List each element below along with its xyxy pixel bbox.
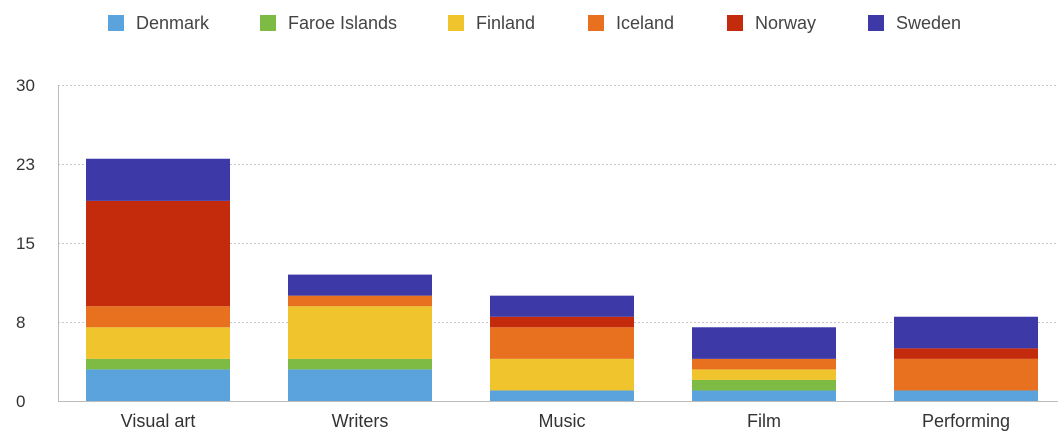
- bar-music-finland[interactable]: [490, 358, 634, 391]
- bar-performing-denmark[interactable]: [894, 390, 1038, 401]
- bar-visual-art-sweden[interactable]: [86, 158, 230, 201]
- bar-performing-norway[interactable]: [894, 348, 1038, 359]
- bar-film-faroe-islands[interactable]: [692, 379, 836, 391]
- bar-writers-denmark[interactable]: [288, 369, 432, 401]
- bar-writers-faroe-islands[interactable]: [288, 358, 432, 370]
- bar-film-denmark[interactable]: [692, 390, 836, 401]
- bar-performing-sweden[interactable]: [894, 316, 1038, 349]
- bar-writers-finland[interactable]: [288, 306, 432, 359]
- legend-swatch: [108, 15, 124, 31]
- x-tick-label: Film: [747, 411, 781, 431]
- x-tick-label: Music: [538, 411, 585, 431]
- bar-visual-art-finland[interactable]: [86, 327, 230, 359]
- bar-visual-art-iceland[interactable]: [86, 306, 230, 328]
- bar-writers-iceland[interactable]: [288, 295, 432, 307]
- y-tick-label: 0: [16, 392, 25, 411]
- legend-item-sweden[interactable]: Sweden: [868, 8, 961, 38]
- legend-item-finland[interactable]: Finland: [448, 8, 535, 38]
- legend-label: Faroe Islands: [288, 12, 398, 33]
- bar-performing-iceland[interactable]: [894, 358, 1038, 391]
- legend-item-norway[interactable]: Norway: [727, 8, 816, 38]
- legend-label: Finland: [476, 12, 536, 33]
- legend-label: Norway: [755, 12, 817, 33]
- y-tick-label: 23: [16, 155, 35, 174]
- legend-swatch: [868, 15, 884, 31]
- bar-visual-art-denmark[interactable]: [86, 369, 230, 401]
- legend-swatch: [727, 15, 743, 31]
- legend-label: Sweden: [896, 12, 962, 33]
- legend: Denmark Faroe Islands Finland Iceland Norway…: [0, 8, 1058, 38]
- y-tick-label: 8: [16, 313, 25, 332]
- legend-label: Iceland: [616, 12, 675, 33]
- legend-item-iceland[interactable]: Iceland: [588, 8, 674, 38]
- legend-swatch: [448, 15, 464, 31]
- bar-music-sweden[interactable]: [490, 295, 634, 317]
- bar-visual-art-norway[interactable]: [86, 200, 230, 307]
- legend-label: Denmark: [136, 12, 210, 33]
- bar-music-norway[interactable]: [490, 316, 634, 328]
- y-tick-label: 30: [16, 76, 35, 95]
- legend-item-faroe-islands[interactable]: Faroe Islands: [260, 8, 397, 38]
- legend-item-denmark[interactable]: Denmark: [108, 8, 209, 38]
- bar-visual-art-faroe-islands[interactable]: [86, 358, 230, 370]
- bar-film-iceland[interactable]: [692, 358, 836, 370]
- legend-swatch: [260, 15, 276, 31]
- bar-music-iceland[interactable]: [490, 327, 634, 359]
- bar-film-finland[interactable]: [692, 369, 836, 380]
- x-tick-label: Writers: [332, 411, 389, 431]
- legend-swatch: [588, 15, 604, 31]
- y-tick-label: 15: [16, 234, 35, 253]
- bar-writers-sweden[interactable]: [288, 274, 432, 296]
- x-tick-label: Visual art: [121, 411, 196, 431]
- bar-music-denmark[interactable]: [490, 390, 634, 401]
- x-tick-label: Performing: [922, 411, 1010, 431]
- bar-film-sweden[interactable]: [692, 327, 836, 359]
